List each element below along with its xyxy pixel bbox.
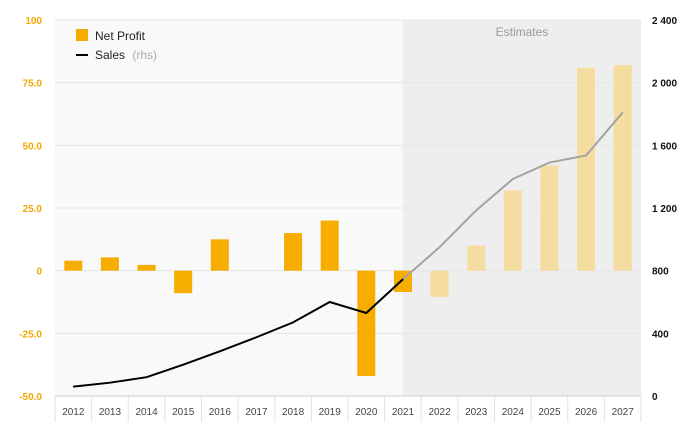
- sales-point: [72, 386, 74, 388]
- net-profit-bar: [284, 233, 303, 271]
- legend-sales-name: Sales: [95, 48, 125, 62]
- right-tick-label: 0: [652, 392, 658, 403]
- sales-point: [109, 382, 111, 384]
- x-tick-label: 2027: [612, 407, 635, 418]
- right-tick-label: 800: [652, 267, 669, 278]
- net-profit-bar: [467, 245, 486, 271]
- left-tick-label: -25.0: [19, 329, 42, 340]
- sales-line-actual: [73, 278, 404, 388]
- right-tick-label: 2 400: [652, 16, 677, 27]
- left-tick-label: 100: [25, 16, 42, 27]
- sales-point: [146, 376, 148, 378]
- sales-point: [329, 301, 331, 303]
- estimates-label: Estimates: [496, 25, 549, 39]
- net-profit-bar: [357, 270, 376, 376]
- sales-point: [439, 246, 441, 248]
- net-profit-bar: [137, 264, 156, 271]
- sales-point: [365, 312, 367, 314]
- left-tick-label: -50.0: [19, 392, 42, 403]
- x-tick-label: 2013: [99, 407, 122, 418]
- sales-point: [548, 162, 550, 164]
- x-tick-label: 2023: [465, 407, 488, 418]
- right-tick-label: 1 600: [652, 141, 677, 152]
- x-tick-label: 2012: [62, 407, 85, 418]
- x-tick-label: 2026: [575, 407, 598, 418]
- legend-net-profit-label: Net Profit: [95, 29, 146, 43]
- right-tick-label: 400: [652, 329, 669, 340]
- net-profit-bar: [430, 270, 449, 297]
- legend-sales-suffix: (rhs): [132, 48, 157, 62]
- sales-point: [622, 111, 624, 113]
- x-tick-label: 2024: [502, 407, 525, 418]
- sales-point: [219, 350, 221, 352]
- left-tick-label: 25.0: [23, 204, 43, 215]
- sales-point: [255, 336, 257, 338]
- left-tick-label: 50.0: [23, 141, 43, 152]
- x-tick-label: 2019: [319, 407, 342, 418]
- x-tick-label: 2021: [392, 407, 415, 418]
- right-tick-label: 1 200: [652, 204, 677, 215]
- sales-point: [292, 321, 294, 323]
- legend-sales-label: Sales (rhs): [95, 48, 157, 62]
- net-profit-bar: [540, 165, 559, 271]
- x-tick-label: 2022: [428, 407, 451, 418]
- left-tick-label: 0: [36, 267, 42, 278]
- x-tick-label: 2014: [135, 407, 158, 418]
- legend-net-profit-swatch: [76, 29, 88, 41]
- x-tick-label: 2016: [209, 407, 232, 418]
- x-tick-label: 2020: [355, 407, 378, 418]
- right-tick-label: 2 000: [652, 79, 677, 90]
- sales-point: [512, 178, 514, 180]
- net-profit-bar: [64, 260, 83, 271]
- sales-point: [585, 155, 587, 157]
- net-profit-bar: [210, 239, 229, 271]
- net-profit-bar: [577, 67, 596, 271]
- net-profit-bar: [613, 65, 632, 271]
- net-profit-bar: [320, 220, 339, 271]
- x-tick-label: 2018: [282, 407, 305, 418]
- net-profit-bar: [174, 270, 193, 294]
- left-tick-label: 75.0: [23, 79, 43, 90]
- net-profit-bar: [100, 257, 119, 271]
- sales-point: [182, 364, 184, 366]
- sales-point: [402, 278, 404, 280]
- x-tick-label: 2017: [245, 407, 268, 418]
- x-tick-label: 2025: [538, 407, 561, 418]
- net-profit-bar: [503, 190, 522, 271]
- x-tick-label: 2015: [172, 407, 195, 418]
- sales-point: [475, 209, 477, 211]
